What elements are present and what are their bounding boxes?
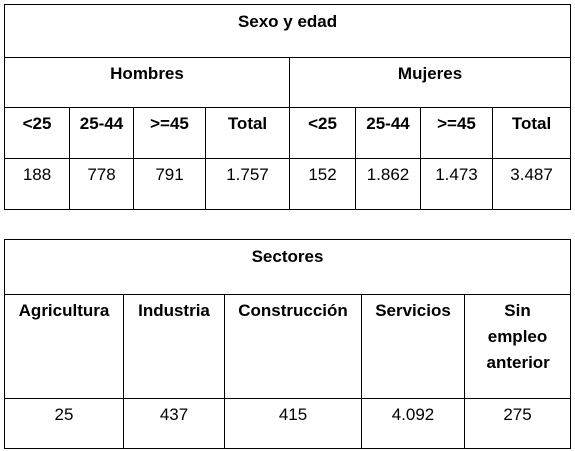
column-header: Servicios — [361, 294, 465, 399]
table-cell: 437 — [123, 398, 225, 449]
column-header-text: Sin empleo anterior — [486, 301, 550, 372]
table-cell: 275 — [463, 398, 572, 449]
column-header: Total — [205, 107, 290, 159]
column-header: >=45 — [420, 107, 493, 159]
table-cell: 3.487 — [491, 158, 572, 210]
column-header: Industria — [123, 294, 225, 399]
column-header: 25-44 — [355, 107, 421, 159]
table-cell: 25 — [4, 398, 124, 449]
table-cell: 791 — [133, 158, 206, 210]
table-cell: 778 — [69, 158, 134, 210]
column-header: Sin empleo anterior — [463, 294, 572, 399]
sexo-edad-table: Sexo y edad Hombres Mujeres <25 25-44 >=… — [3, 4, 572, 210]
sectores-table: Sectores Agricultura Industria Construcc… — [3, 239, 572, 449]
table-cell: 1.757 — [205, 158, 290, 210]
column-header: <25 — [4, 107, 70, 159]
group-header-mujeres: Mujeres — [288, 57, 572, 108]
column-header: Agricultura — [4, 294, 124, 399]
table-cell: 1.473 — [420, 158, 493, 210]
table-title: Sexo y edad — [3, 4, 572, 58]
table-cell: 188 — [4, 158, 70, 210]
table-title: Sectores — [3, 239, 572, 295]
group-header-hombres: Hombres — [4, 57, 290, 108]
column-header: 25-44 — [69, 107, 134, 159]
table-cell: 1.862 — [355, 158, 421, 210]
table-cell: 415 — [224, 398, 362, 449]
column-header: <25 — [289, 107, 356, 159]
table-cell: 152 — [289, 158, 356, 210]
column-header: Construcción — [224, 294, 362, 399]
column-header: >=45 — [133, 107, 206, 159]
column-header: Total — [491, 107, 572, 159]
table-cell: 4.092 — [361, 398, 465, 449]
